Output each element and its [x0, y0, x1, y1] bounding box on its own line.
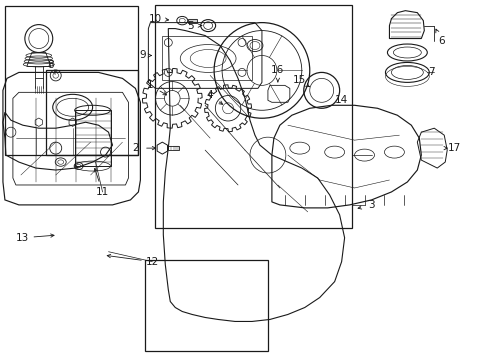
Bar	[146, 260, 268, 351]
Text: 8: 8	[48, 60, 54, 71]
Bar	[46, 71, 138, 155]
Text: 6: 6	[438, 36, 444, 46]
Text: 15: 15	[293, 75, 306, 85]
Text: 14: 14	[335, 95, 348, 105]
Text: 1: 1	[147, 80, 154, 90]
Text: 11: 11	[96, 187, 109, 197]
Text: 5: 5	[187, 21, 194, 31]
Text: 10: 10	[149, 14, 162, 24]
Text: 13: 13	[16, 233, 29, 243]
Bar	[5, 6, 138, 155]
Bar	[155, 5, 352, 228]
Text: 4: 4	[207, 90, 214, 100]
Text: 3: 3	[368, 200, 375, 210]
Text: 16: 16	[271, 66, 285, 76]
Text: 7: 7	[428, 67, 435, 77]
Text: 17: 17	[447, 143, 461, 153]
Text: 2: 2	[132, 143, 139, 153]
Text: 12: 12	[146, 257, 159, 267]
Text: 9: 9	[139, 50, 146, 60]
